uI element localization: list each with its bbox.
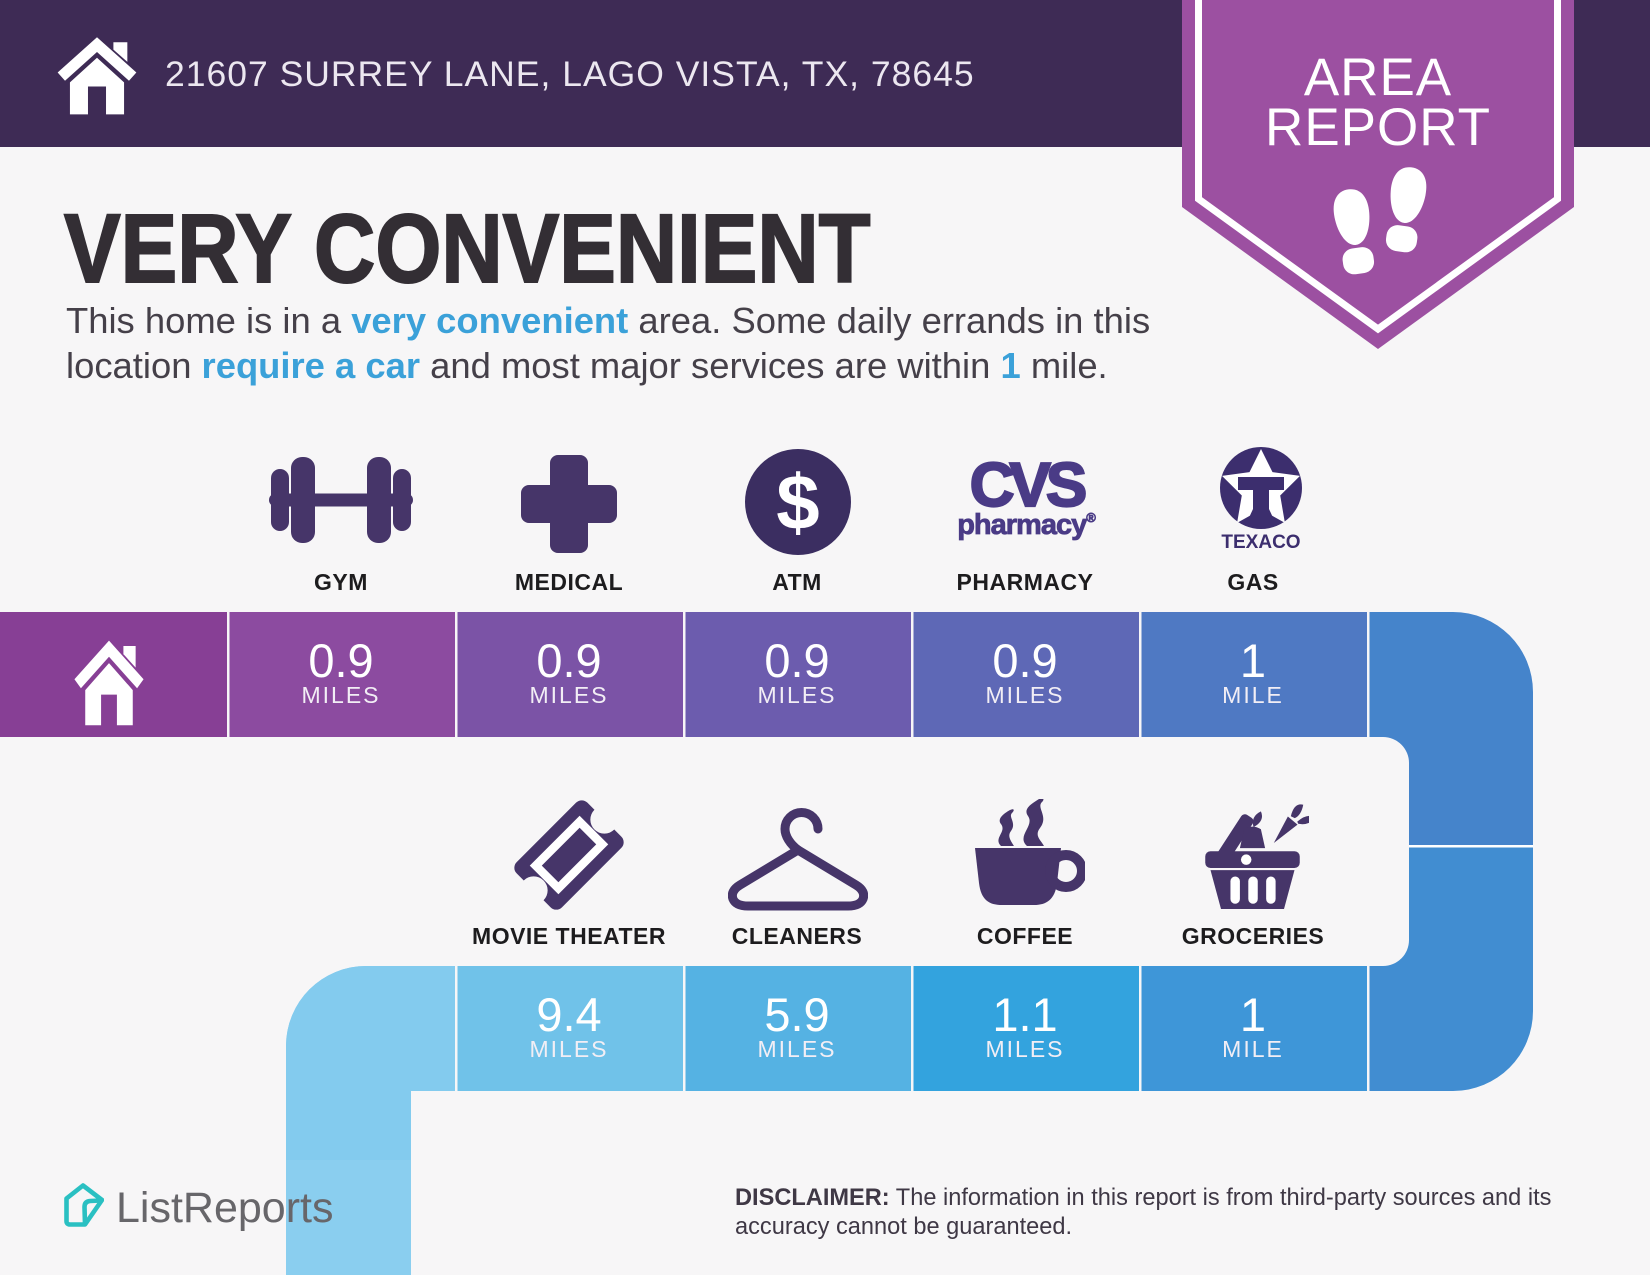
svg-text:$: $ <box>776 458 819 546</box>
svg-text:AREA: AREA <box>1304 48 1452 107</box>
svg-text:TEXACO: TEXACO <box>1221 532 1300 553</box>
svg-text:CVS: CVS <box>970 455 1085 520</box>
svg-text:pharmacy®: pharmacy® <box>957 509 1096 541</box>
svg-text:REPORT: REPORT <box>1265 98 1491 157</box>
